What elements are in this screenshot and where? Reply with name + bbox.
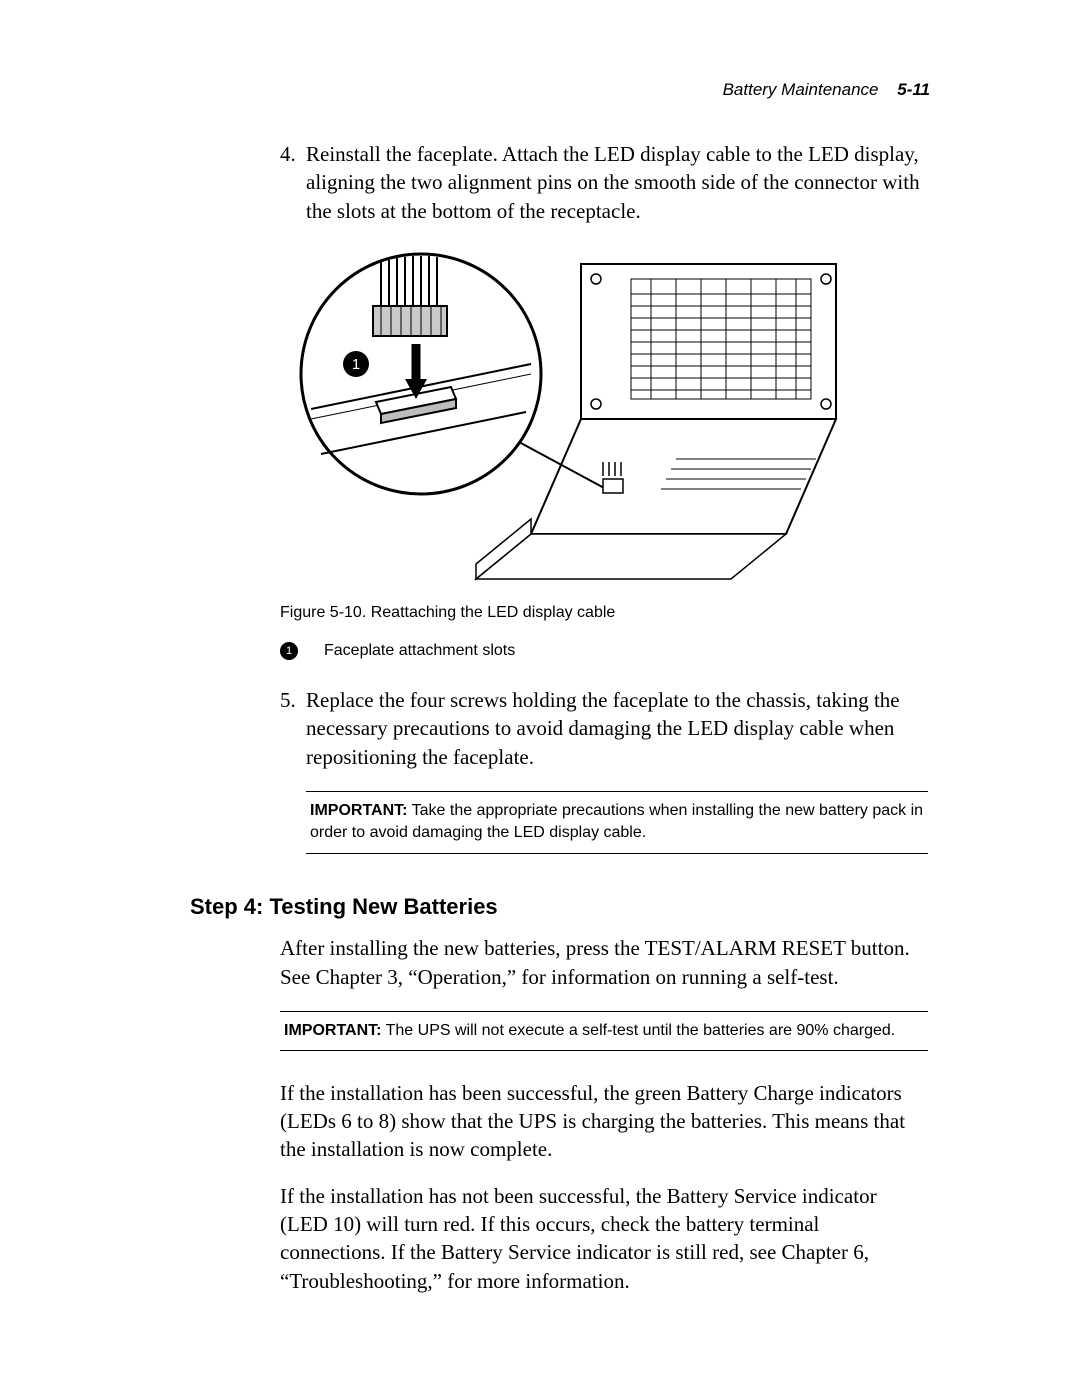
list-item: 4. Reinstall the faceplate. Attach the L… [280, 140, 920, 225]
figure-legend: 1 Faceplate attachment slots [280, 642, 950, 660]
paragraph: If the installation has not been success… [280, 1182, 920, 1295]
important-notice-2: IMPORTANT: The UPS will not execute a se… [280, 1011, 928, 1051]
figure-illustration: 1 [281, 244, 841, 589]
running-header: Battery Maintenance 5-11 [130, 80, 950, 100]
figure-5-10: 1 [280, 243, 842, 590]
list-text: Replace the four screws holding the face… [306, 686, 920, 771]
list-item: 5. Replace the four screws holding the f… [280, 686, 920, 771]
list-number: 4. [280, 140, 306, 225]
step-4-item: 4. Reinstall the faceplate. Attach the L… [280, 140, 920, 225]
notice-text: The UPS will not execute a self-test unt… [381, 1022, 895, 1039]
important-notice-1: IMPORTANT: Take the appropriate precauti… [306, 791, 928, 854]
paragraph: If the installation has been successful,… [280, 1079, 920, 1164]
notice-label: IMPORTANT: [310, 802, 407, 819]
list-number: 5. [280, 686, 306, 771]
figure-callout-number: 1 [352, 356, 360, 373]
step-5-item: 5. Replace the four screws holding the f… [280, 686, 920, 771]
header-page-number: 5-11 [897, 80, 930, 99]
legend-text: Faceplate attachment slots [324, 642, 515, 660]
page: Battery Maintenance 5-11 4. Reinstall th… [0, 0, 1080, 1397]
notice-label: IMPORTANT: [284, 1022, 381, 1039]
legend-bullet: 1 [280, 642, 298, 660]
figure-caption: Figure 5-10. Reattaching the LED display… [280, 604, 950, 622]
header-title: Battery Maintenance [723, 80, 879, 99]
list-text: Reinstall the faceplate. Attach the LED … [306, 140, 920, 225]
section-heading: Step 4: Testing New Batteries [190, 894, 950, 920]
paragraph: After installing the new batteries, pres… [280, 934, 920, 991]
